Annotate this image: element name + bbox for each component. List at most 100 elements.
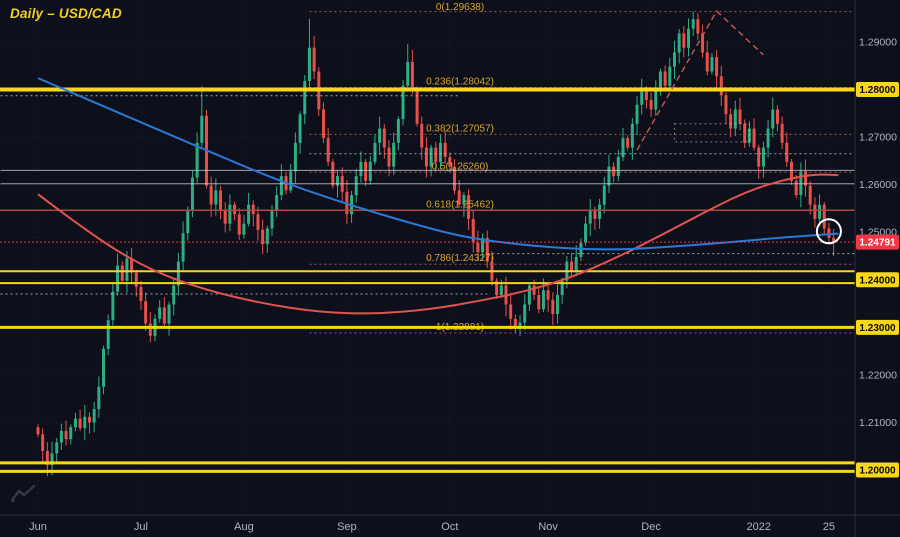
candle-body [167,304,171,324]
candle-body [818,204,822,219]
candle-body [368,161,372,181]
candle-body [279,176,283,196]
candle-body [485,237,489,262]
candle-body [789,161,793,181]
candle-body [331,161,335,186]
candle-body [251,204,255,215]
time-axis-strip[interactable] [0,515,900,537]
candle-body [223,209,227,224]
candle-body [45,450,49,466]
candle-body [144,301,148,324]
candle-body [738,109,742,124]
candle-body [326,138,330,162]
candle-body [195,142,199,178]
candle-body [584,223,588,243]
candle-body [78,418,82,429]
candle-body [373,142,377,162]
time-axis-label: Dec [641,521,661,533]
candle-body [598,204,602,219]
price-axis-label: 1.29000 [859,37,897,49]
candle-body [813,204,817,219]
candle-body [607,166,611,186]
candle-body [654,90,658,110]
trendline[interactable] [636,9,764,151]
price-badge-yellow [856,319,899,335]
candle-body [757,147,761,167]
candle-body [635,104,639,124]
candle-body [69,427,73,440]
candle-body [551,299,555,315]
candle-body [453,166,457,191]
candle-body [97,386,101,410]
candle-body [630,123,634,148]
price-axis[interactable]: 1.290001.280001.270001.260001.250001.240… [856,37,899,478]
candle-body [73,418,77,428]
price-badge-yellow-label: 1.28000 [859,85,896,96]
candle-body [467,195,471,219]
candle-body [429,147,433,167]
candle-body [275,195,279,211]
candle-body [541,290,545,310]
candle-body [92,409,96,423]
candle-body [214,190,218,205]
candle-body [364,161,368,181]
candle-body [130,258,134,273]
candle-body [471,218,475,243]
price-badge-yellow [856,272,899,288]
candle-body [64,431,68,440]
candle-body [593,209,597,219]
candle-body [190,177,194,211]
candle-body [729,114,733,129]
candle-body [752,128,756,148]
candle-body [228,204,232,224]
candle-body [111,291,115,321]
candle-body [55,442,59,454]
candle-body [649,100,653,110]
candle-body [120,265,124,281]
candle-body [775,109,779,124]
time-axis-label: Sep [337,521,357,533]
candle-body [378,128,382,143]
support-resistance-yellow-lines[interactable] [0,87,855,473]
candle-body [616,157,620,177]
candle-body [321,109,325,139]
candle-body [148,323,152,336]
candle-body [410,61,414,91]
candle-body [420,123,424,148]
candle-body [658,71,662,91]
price-axis-label: 1.21000 [859,417,897,429]
candle-body [303,80,307,115]
time-axis[interactable]: Jun Jul Aug Sep Oct Nov Dec 2022 25 [29,521,835,533]
candle-body [495,280,499,295]
candle-body [443,142,447,158]
consolidation-box[interactable] [673,123,750,143]
candle-body [424,147,428,167]
fib-label: 0.5(1.26260) [432,161,489,172]
candle-body [677,33,681,53]
candle-body [733,109,737,129]
candle-body [626,138,630,148]
candle-body [83,416,87,429]
candle-body [701,33,705,53]
candle-body [780,123,784,143]
fib-label: 0.236(1.28042) [426,77,494,88]
candle-body [832,237,836,243]
candle-body [134,272,138,287]
candle-body [158,307,162,319]
candle-body [457,190,461,205]
candle-body [513,318,517,328]
tradingview-logo-icon[interactable] [10,484,36,509]
candle-body [125,258,129,281]
candle-body [687,28,691,48]
candle-body [602,185,606,205]
price-badge-yellow [856,462,899,478]
highlight-circle[interactable] [815,218,842,245]
candle-body [499,285,503,295]
candle-body [401,85,405,120]
candle-body [546,290,550,300]
price-axis-strip[interactable] [855,0,900,537]
candle-body [518,322,522,328]
candle-body [382,128,386,148]
